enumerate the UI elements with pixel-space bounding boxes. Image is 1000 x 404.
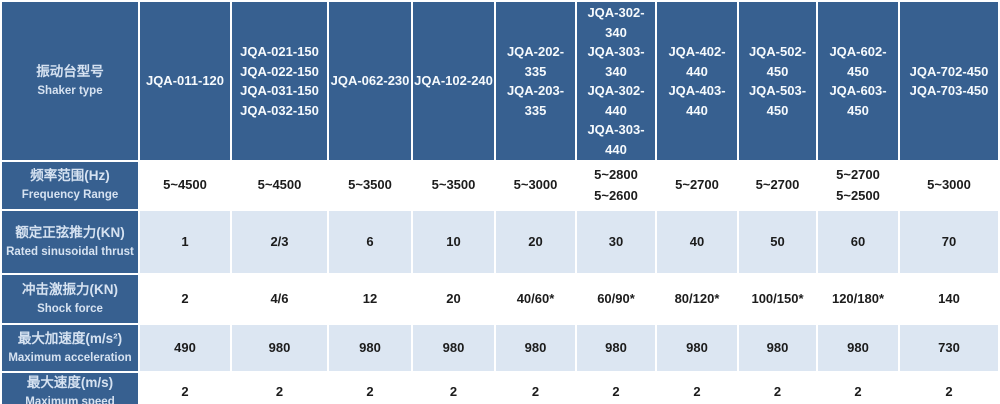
data-cell: 2: [900, 373, 998, 404]
data-cell: 4/6: [232, 275, 327, 323]
row-label-cell-cn: 最大速度(m/s): [26, 375, 114, 390]
shaker-type-header-cell: 振动台型号 Shaker type: [2, 2, 138, 160]
data-cell: 10: [413, 211, 494, 273]
data-cell: 80/120*: [657, 275, 737, 323]
row-label-cell-en: Frequency Range: [21, 189, 119, 202]
data-cell: 120/180*: [818, 275, 898, 323]
row-label-cell: 频率范围(Hz) Frequency Range: [2, 162, 138, 209]
data-cell: 2/3: [232, 211, 327, 273]
data-cell: 2: [232, 373, 327, 404]
data-cell: 5~2700: [657, 162, 737, 209]
row-label-cell-en: Maximum speed: [25, 395, 115, 404]
row-label-cell-cn: 冲击激振力(KN): [22, 281, 118, 297]
data-cell: 140: [900, 275, 998, 323]
data-cell: 980: [413, 325, 494, 371]
model-header-cell: JQA-602-450 JQA-603-450: [818, 2, 898, 160]
data-cell: 5~4500: [140, 162, 230, 209]
data-cell: 980: [818, 325, 898, 371]
data-cell: 2: [739, 373, 816, 404]
data-cell: 50: [739, 211, 816, 273]
row-label-cell-en: Maximum acceleration: [8, 351, 132, 364]
model-header-cell: JQA-021-150 JQA-022-150 JQA-031-150 JQA-…: [232, 2, 327, 160]
row-label-cell-cn: 最大加速度(m/s²): [17, 330, 123, 346]
data-cell: 100/150*: [739, 275, 816, 323]
row-label-cell: 冲击激振力(KN) Shock force: [2, 275, 138, 323]
data-cell: 2: [496, 373, 575, 404]
data-cell: 1: [140, 211, 230, 273]
model-header-cell: JQA-102-240: [413, 2, 494, 160]
data-cell: 5~2800 5~2600: [577, 162, 655, 209]
data-cell: 70: [900, 211, 998, 273]
row-label-cell: 最大速度(m/s) Maximum speed: [2, 373, 138, 404]
data-cell: 5~3000: [496, 162, 575, 209]
shaker-type-header-cell-cn: 振动台型号: [36, 63, 104, 79]
data-cell: 6: [329, 211, 411, 273]
row-label-cell-en: Rated sinusoidal thrust: [6, 245, 134, 258]
data-cell: 60: [818, 211, 898, 273]
data-cell: 2: [140, 373, 230, 404]
data-cell: 2: [577, 373, 655, 404]
row-label-cell-cn: 额定正弦推力(KN): [15, 224, 125, 240]
model-header-cell: JQA-202-335 JQA-203-335: [496, 2, 575, 160]
data-cell: 2: [818, 373, 898, 404]
model-header-cell: JQA-302-340 JQA-303-340 JQA-302-440 JQA-…: [577, 2, 655, 160]
model-header-cell: JQA-011-120: [140, 2, 230, 160]
data-cell: 20: [496, 211, 575, 273]
row-label-cell: 最大加速度(m/s²) Maximum acceleration: [2, 325, 138, 371]
shaker-type-header-cell-en: Shaker type: [37, 84, 103, 97]
data-cell: 5~3500: [329, 162, 411, 209]
data-cell: 5~4500: [232, 162, 327, 209]
data-cell: 980: [577, 325, 655, 371]
model-header-cell: JQA-702-450 JQA-703-450: [900, 2, 998, 160]
model-header-cell: JQA-062-230: [329, 2, 411, 160]
data-cell: 2: [413, 373, 494, 404]
data-cell: 980: [329, 325, 411, 371]
model-header-cell: JQA-502-450 JQA-503-450: [739, 2, 816, 160]
data-cell: 12: [329, 275, 411, 323]
data-cell: 490: [140, 325, 230, 371]
data-cell: 5~3500: [413, 162, 494, 209]
row-label-cell-en: Shock force: [37, 302, 103, 315]
data-cell: 60/90*: [577, 275, 655, 323]
data-cell: 2: [140, 275, 230, 323]
data-cell: 730: [900, 325, 998, 371]
data-cell: 20: [413, 275, 494, 323]
data-cell: 30: [577, 211, 655, 273]
data-cell: 40/60*: [496, 275, 575, 323]
data-cell: 980: [496, 325, 575, 371]
data-cell: 5~2700 5~2500: [818, 162, 898, 209]
data-cell: 980: [232, 325, 327, 371]
row-label-cell: 额定正弦推力(KN) Rated sinusoidal thrust: [2, 211, 138, 273]
data-cell: 40: [657, 211, 737, 273]
data-cell: 980: [657, 325, 737, 371]
data-cell: 2: [329, 373, 411, 404]
data-cell: 2: [657, 373, 737, 404]
data-cell: 5~3000: [900, 162, 998, 209]
data-cell: 5~2700: [739, 162, 816, 209]
data-cell: 980: [739, 325, 816, 371]
row-label-cell-cn: 频率范围(Hz): [30, 168, 110, 184]
model-header-cell: JQA-402-440 JQA-403-440: [657, 2, 737, 160]
